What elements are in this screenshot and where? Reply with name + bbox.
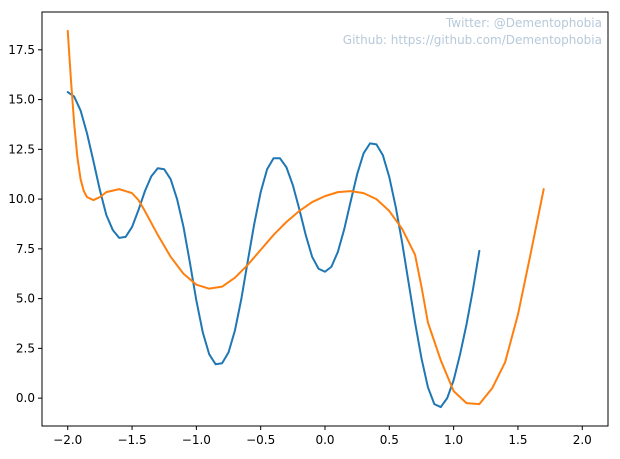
x-tick-label: −0.5	[246, 433, 275, 447]
x-tick-label: 0.0	[315, 433, 334, 447]
y-tick-label: 7.5	[16, 242, 35, 256]
x-tick-label: 1.0	[444, 433, 463, 447]
y-tick-label: 2.5	[16, 341, 35, 355]
y-tick-label: 5.0	[16, 292, 35, 306]
y-tick-label: 15.0	[8, 93, 35, 107]
x-tick-label: −2.0	[53, 433, 82, 447]
y-tick-label: 0.0	[16, 391, 35, 405]
axes-layer: −2.0 −1.5 −1.0 −0.5 0.0 0.5 1.0 1.5 2.0 0.0 2.5 5.0…	[8, 11, 609, 447]
x-tick-label: 2.0	[573, 433, 592, 447]
y-tick-label: 12.5	[8, 142, 35, 156]
twitter-credit: Twitter: @Dementophobia	[445, 16, 602, 30]
github-credit: Github: https://github.com/Dementophobia	[343, 33, 602, 47]
x-tick-label: 0.5	[380, 433, 399, 447]
x-tick-label: 1.5	[508, 433, 527, 447]
series-line-1	[66, 91, 481, 409]
x-tick-label: −1.0	[182, 433, 211, 447]
x-tick-label: −1.5	[117, 433, 146, 447]
series-layer	[66, 29, 545, 409]
plot-area	[42, 12, 608, 426]
y-tick-label: 17.5	[8, 43, 35, 57]
y-tick-label: 10.0	[8, 192, 35, 206]
series-line-2	[66, 29, 545, 406]
